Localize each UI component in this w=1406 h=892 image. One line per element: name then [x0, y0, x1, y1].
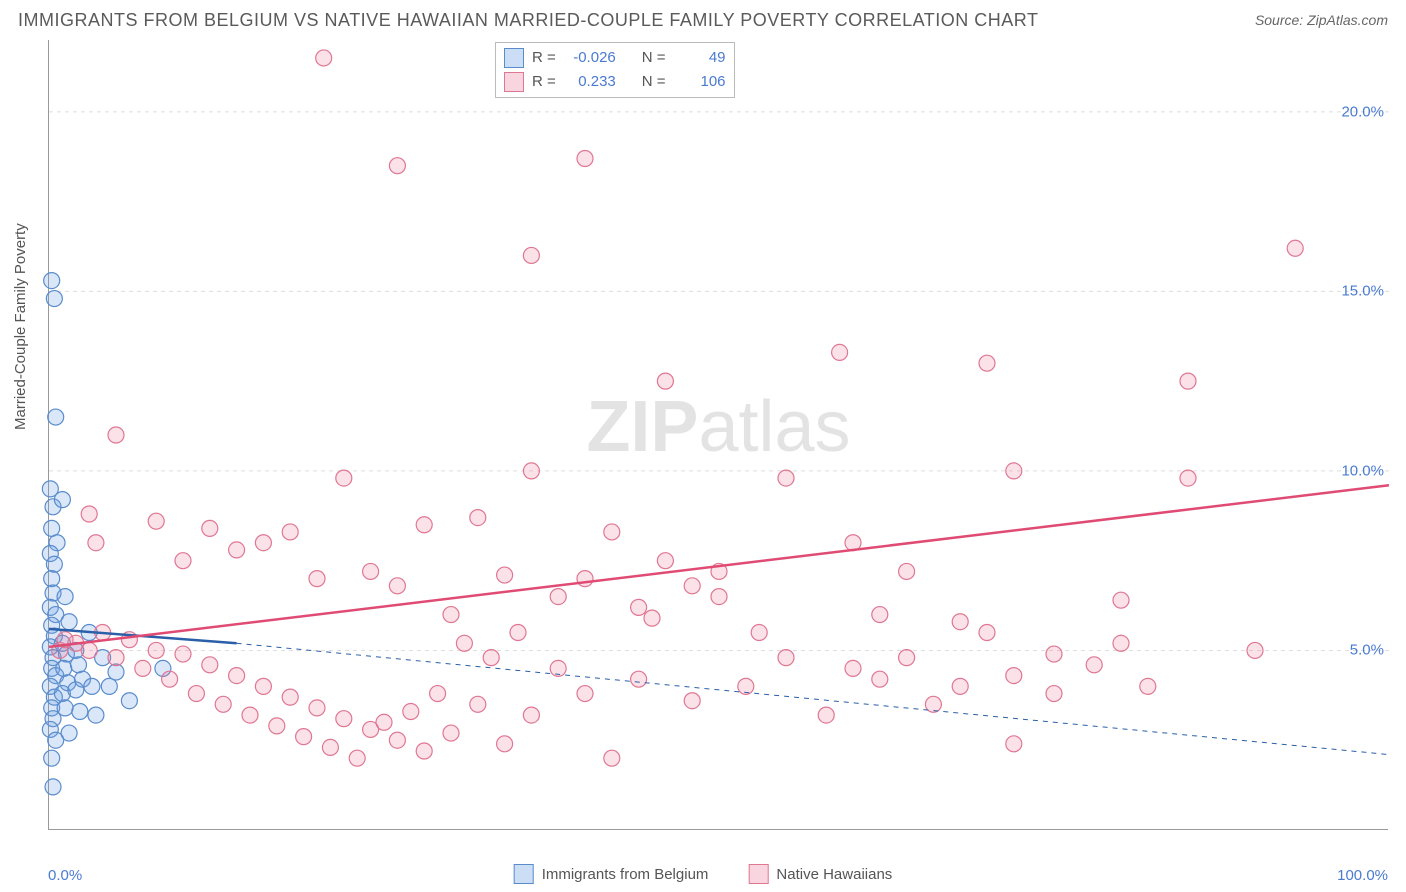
correlation-legend: R = -0.026 N = 49 R = 0.233 N = 106 [495, 42, 735, 98]
y-tick-label: 10.0% [1341, 462, 1384, 479]
legend-row-series2: R = 0.233 N = 106 [504, 70, 726, 94]
y-tick-label: 5.0% [1350, 642, 1384, 659]
plot-area: ZIPatlas [48, 40, 1388, 830]
legend-item-series2: Native Hawaiians [748, 864, 892, 884]
source-attribution: Source: ZipAtlas.com [1255, 12, 1388, 28]
swatch-series1 [504, 48, 524, 68]
legend-row-series1: R = -0.026 N = 49 [504, 46, 726, 70]
n-value-series2: 106 [674, 70, 726, 94]
chart-title: IMMIGRANTS FROM BELGIUM VS NATIVE HAWAII… [18, 10, 1038, 31]
r-label: R = [532, 46, 556, 70]
y-tick-label: 15.0% [1341, 283, 1384, 300]
swatch-series2 [504, 72, 524, 92]
y-tick-label: 20.0% [1341, 103, 1384, 120]
x-tick-max: 100.0% [1337, 867, 1388, 884]
chart-svg [49, 40, 1388, 829]
n-label: N = [642, 46, 666, 70]
x-tick-min: 0.0% [48, 867, 82, 884]
swatch-series2-bottom [748, 864, 768, 884]
series2-name: Native Hawaiians [776, 866, 892, 883]
r-value-series1: -0.026 [564, 46, 616, 70]
n-value-series1: 49 [674, 46, 726, 70]
r-value-series2: 0.233 [564, 70, 616, 94]
legend-item-series1: Immigrants from Belgium [514, 864, 709, 884]
series-legend: Immigrants from Belgium Native Hawaiians [514, 864, 893, 884]
r-label: R = [532, 70, 556, 94]
series1-name: Immigrants from Belgium [542, 866, 709, 883]
n-label: N = [642, 70, 666, 94]
swatch-series1-bottom [514, 864, 534, 884]
y-axis-label: Married-Couple Family Poverty [12, 223, 29, 430]
